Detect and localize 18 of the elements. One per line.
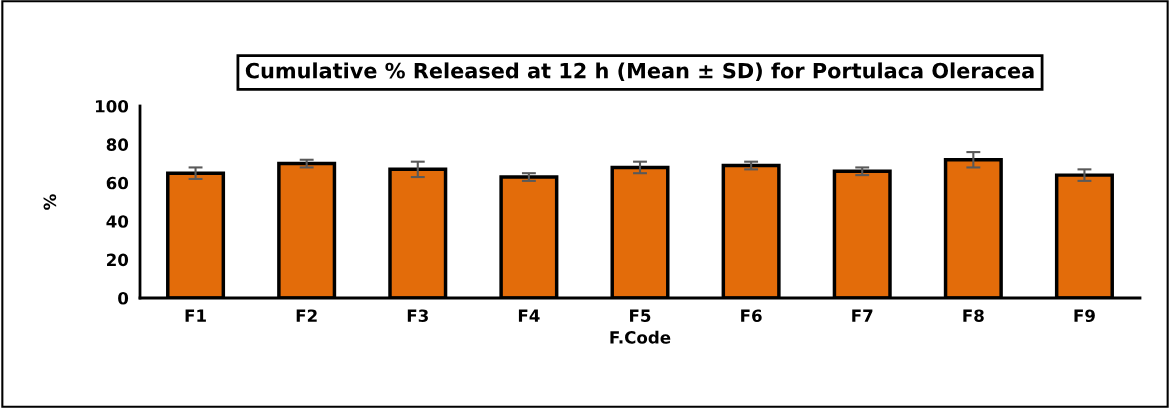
x-tick-label: F1: [185, 309, 206, 322]
x-tick-label: F2: [296, 309, 317, 322]
y-tick-label: 80: [106, 138, 129, 151]
y-tick-label: 40: [106, 215, 129, 228]
y-tick-label: 100: [95, 99, 129, 113]
y-tick-label: 0: [118, 291, 129, 305]
x-tick-label: F6: [741, 309, 762, 323]
x-tick-label: F4: [518, 309, 540, 322]
x-tick-label: F8: [963, 309, 984, 323]
y-tick-label: 20: [107, 253, 129, 267]
y-axis-title: %: [43, 194, 57, 210]
x-axis-title: F.Code: [610, 330, 671, 344]
chart-title: Cumulative % Released at 12 h (Mean ± SD) for Portulaca Oleracea: [245, 62, 1034, 81]
x-tick-label: F9: [1074, 309, 1095, 323]
x-tick-label: F7: [852, 309, 873, 322]
x-tick-label: F5: [630, 309, 651, 323]
y-tick-label: 60: [106, 176, 129, 190]
x-tick-label: F3: [407, 309, 428, 323]
